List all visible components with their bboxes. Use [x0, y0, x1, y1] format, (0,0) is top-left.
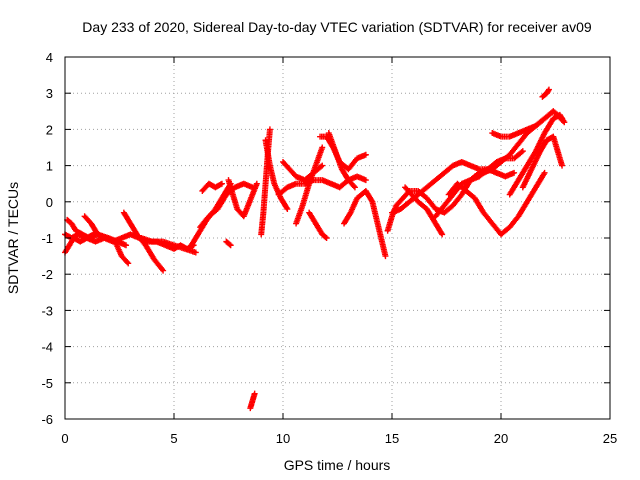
y-tick-label: 4: [46, 50, 53, 65]
scatter-track-04: [81, 213, 132, 267]
scatter-track-20: [325, 130, 358, 191]
scatter-track-31: [519, 133, 566, 191]
scatter-track-11: [223, 238, 234, 249]
y-tick-label: 2: [46, 122, 53, 137]
scatter-marks: [62, 86, 568, 412]
scatter-track-30: [539, 86, 552, 100]
x-tick-label: 20: [494, 431, 508, 446]
scatter-track-29: [506, 111, 568, 198]
scatter-track-09: [199, 180, 225, 194]
y-tick-label: 0: [46, 195, 53, 210]
x-axis-label: GPS time / hours: [284, 457, 391, 473]
scatter-track-24: [402, 184, 446, 238]
scatter-track-14: [262, 137, 291, 213]
x-tick-label: 25: [603, 431, 617, 446]
x-tick-label: 0: [61, 431, 68, 446]
y-axis-label: SDTVAR / TECUs: [5, 182, 21, 294]
x-tick-label: 5: [170, 431, 177, 446]
scatter-track-06: [138, 235, 199, 256]
scatter-track-21: [341, 187, 389, 260]
scatter-track-18: [306, 209, 330, 241]
y-tick-label: 1: [46, 159, 53, 174]
scatter-track-17: [293, 144, 326, 227]
x-tick-label: 15: [385, 431, 399, 446]
y-tick-label: -4: [41, 340, 53, 355]
y-tick-label: -6: [41, 412, 53, 427]
y-tick-label: -5: [41, 376, 53, 391]
grid-lines: [65, 57, 610, 419]
scatter-track-12: [247, 390, 258, 412]
y-tick-label: -2: [41, 267, 53, 282]
scatter-track-26: [445, 169, 548, 238]
y-tick-label: -1: [41, 231, 53, 246]
y-tick-label: 3: [46, 86, 53, 101]
axis-ticks: 0 5 10 15 20 25 -6 -5 -4 -3 -2 -1 0 1 2 3 4: [41, 50, 617, 446]
x-tick-label: 10: [276, 431, 290, 446]
scatter-track-10: [225, 177, 260, 220]
chart-title: Day 233 of 2020, Sidereal Day-to-day VTE…: [82, 19, 592, 35]
y-tick-label: -3: [41, 303, 53, 318]
